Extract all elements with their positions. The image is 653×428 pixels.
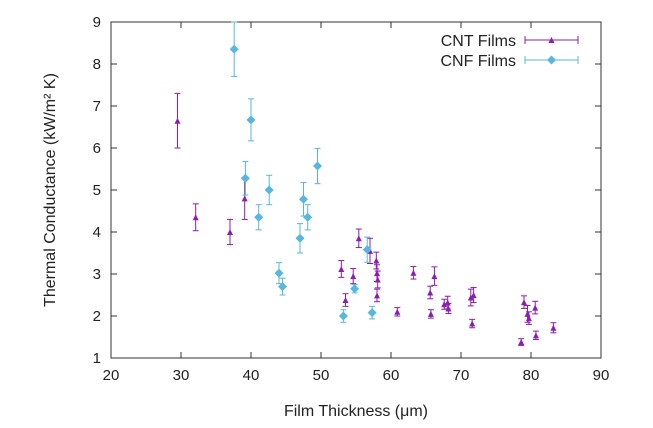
x-tick-label: 60 bbox=[383, 367, 400, 384]
y-tick-label: 5 bbox=[93, 182, 101, 199]
series-0 bbox=[174, 92, 557, 346]
data-point bbox=[394, 308, 401, 315]
data-point bbox=[431, 273, 438, 280]
data-point bbox=[246, 115, 256, 125]
data-point bbox=[241, 195, 248, 202]
data-point bbox=[192, 214, 199, 221]
data-point bbox=[362, 245, 372, 255]
data-point bbox=[469, 320, 476, 327]
data-point bbox=[338, 265, 345, 272]
data-point bbox=[525, 315, 532, 322]
data-point bbox=[264, 185, 274, 195]
data-point bbox=[350, 273, 357, 280]
data-point bbox=[444, 299, 451, 306]
legend-sample-cnt bbox=[524, 36, 579, 44]
legend-sample-cnf bbox=[524, 55, 579, 65]
y-tick-label: 9 bbox=[93, 14, 101, 31]
data-point bbox=[374, 270, 380, 277]
data-point bbox=[254, 212, 264, 222]
data-point bbox=[355, 235, 362, 242]
x-tick-label: 80 bbox=[523, 367, 540, 384]
data-point bbox=[441, 301, 448, 308]
y-tick-label: 1 bbox=[93, 350, 101, 367]
data-point bbox=[227, 229, 233, 235]
data-point bbox=[374, 276, 381, 283]
data-point bbox=[374, 292, 380, 299]
legend-label-cnf: CNF Films bbox=[440, 53, 516, 70]
data-point bbox=[229, 44, 239, 54]
y-tick-label: 3 bbox=[93, 266, 101, 283]
data-point bbox=[367, 308, 377, 318]
data-point bbox=[342, 297, 349, 304]
x-tick-label: 50 bbox=[313, 367, 330, 384]
data-point bbox=[350, 284, 360, 294]
x-tick-label: 90 bbox=[593, 367, 610, 384]
y-tick-label: 6 bbox=[93, 140, 101, 157]
data-point bbox=[521, 299, 527, 306]
x-tick-label: 30 bbox=[173, 367, 190, 384]
x-axis-label: Film Thickness (μm) bbox=[284, 403, 428, 420]
y-tick-label: 4 bbox=[93, 224, 101, 241]
data-point bbox=[303, 212, 313, 222]
data-point bbox=[278, 282, 287, 292]
x-tick-label: 70 bbox=[453, 367, 470, 384]
data-point bbox=[174, 117, 181, 124]
data-point bbox=[373, 257, 380, 264]
data-point bbox=[445, 305, 452, 312]
data-point bbox=[427, 289, 434, 296]
y-axis-label: Thermal Conductance (kW/m² K) bbox=[42, 73, 59, 307]
data-point bbox=[274, 268, 284, 278]
y-tick-label: 8 bbox=[93, 56, 101, 73]
data-point bbox=[313, 161, 322, 171]
data-point bbox=[470, 292, 477, 298]
data-point bbox=[427, 310, 434, 317]
legend-label-cnt: CNT Films bbox=[441, 33, 516, 50]
data-point bbox=[532, 304, 539, 311]
y-tick-label: 2 bbox=[93, 308, 101, 325]
data-point bbox=[338, 311, 348, 321]
series-1 bbox=[229, 21, 377, 323]
data-point bbox=[410, 269, 417, 276]
y-tick-label: 7 bbox=[93, 98, 101, 115]
series-layer bbox=[174, 21, 557, 346]
data-point bbox=[550, 324, 557, 331]
y-ticks: 1 2 3 4 5 6 7 8 9 bbox=[93, 14, 601, 367]
data-point bbox=[240, 173, 250, 183]
x-tick-label: 40 bbox=[243, 367, 260, 384]
legend-marker bbox=[547, 55, 556, 65]
data-point bbox=[532, 332, 539, 339]
data-point bbox=[295, 233, 305, 243]
data-point bbox=[518, 339, 525, 346]
legend-marker bbox=[548, 37, 555, 43]
data-point bbox=[467, 294, 474, 301]
x-ticks: 20 30 40 50 60 70 80 90 bbox=[103, 22, 610, 384]
x-tick-label: 20 bbox=[103, 367, 120, 384]
legend: CNT Films CNF Films bbox=[440, 33, 579, 70]
data-point bbox=[299, 194, 308, 204]
